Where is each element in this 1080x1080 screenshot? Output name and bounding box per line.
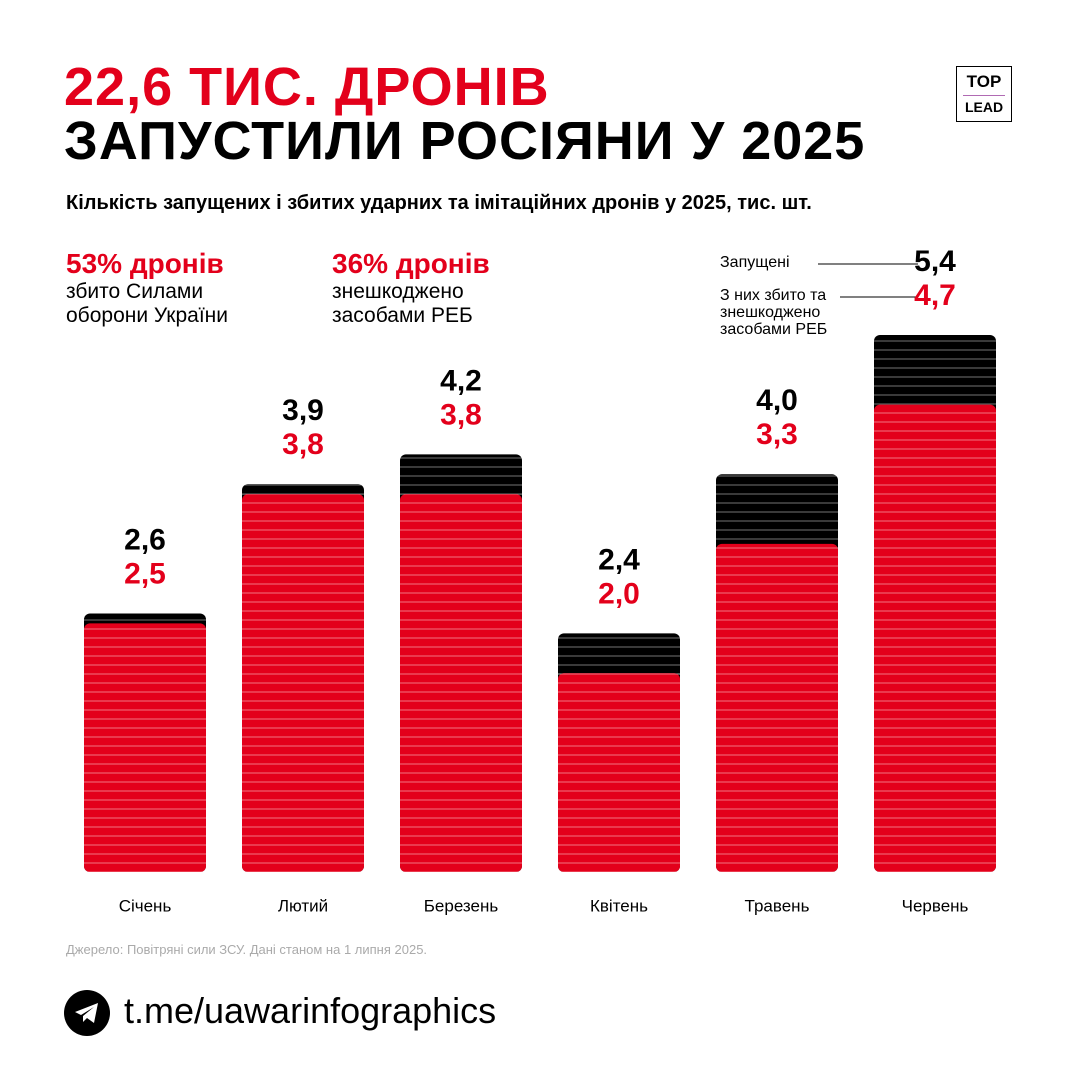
bar <box>874 404 996 872</box>
annotation-headline: 53% дронів <box>66 248 224 279</box>
bar <box>400 494 522 872</box>
annotation-headline: 36% дронів <box>332 248 490 279</box>
annotation-text: збито Силами оборони України <box>66 280 229 327</box>
x-tick-label: Лютий <box>278 896 328 915</box>
x-tick-label: Квітень <box>590 896 648 915</box>
value-label: 2,5 <box>124 557 166 590</box>
title-line: ЗАПУСТИЛИ РОСІЯНИ У 2025 <box>64 111 866 171</box>
annotation-text: знешкоджено засобами РЕБ <box>332 280 473 327</box>
subtitle: Кількість запущених і збитих ударних та … <box>66 192 812 214</box>
value-label: 3,8 <box>282 428 324 461</box>
x-tick-label: Березень <box>424 896 499 915</box>
bar <box>84 623 206 872</box>
source: Джерело: Повітряні сили ЗСУ. Дані станом… <box>66 942 428 957</box>
logo-text: LEAD <box>964 99 1004 115</box>
annotation: 36% дронів знешкоджено засобами РЕБ <box>332 248 532 328</box>
bar <box>716 543 838 872</box>
logo: TOP LEAD <box>956 66 1012 122</box>
x-tick-label: Травень <box>745 896 810 915</box>
x-tick-label: Січень <box>119 896 172 915</box>
title-line: 22,6 ТИС. ДРОНІВ <box>64 57 550 117</box>
value-label: 3,8 <box>440 398 482 431</box>
logo-text: TOP <box>963 72 1005 96</box>
footer-link[interactable]: t.me/uawarinfographics <box>124 990 497 1031</box>
value-label: 5,4 <box>914 245 956 278</box>
bar <box>558 673 680 872</box>
value-label: 2,0 <box>598 577 640 610</box>
legend-entry: З них збито та знешкоджено засобами РЕБ <box>720 287 828 338</box>
value-label: 4,2 <box>440 364 482 397</box>
telegram-icon <box>64 990 110 1036</box>
value-label: 3,9 <box>282 394 324 427</box>
legend-entry: Запущені <box>720 254 790 271</box>
bar <box>242 494 364 872</box>
value-label: 4,0 <box>756 384 798 417</box>
value-label: 2,6 <box>124 523 166 556</box>
annotation: 53% дронів збито Силами оборони України <box>66 248 266 328</box>
x-tick-label: Червень <box>902 896 969 915</box>
value-label: 2,4 <box>598 543 640 576</box>
value-label: 3,3 <box>756 418 798 451</box>
value-label: 4,7 <box>914 279 956 312</box>
